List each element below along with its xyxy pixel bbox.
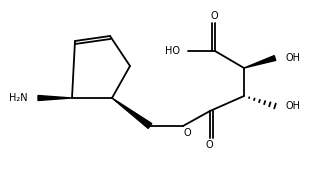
Polygon shape (38, 96, 72, 100)
Text: O: O (210, 11, 218, 21)
Text: H₂N: H₂N (9, 93, 27, 103)
Polygon shape (244, 56, 276, 68)
Polygon shape (112, 98, 152, 128)
Text: HO: HO (166, 46, 180, 56)
Text: O: O (183, 128, 191, 138)
Text: OH: OH (285, 53, 300, 63)
Text: O: O (205, 140, 213, 150)
Text: OH: OH (285, 101, 300, 111)
